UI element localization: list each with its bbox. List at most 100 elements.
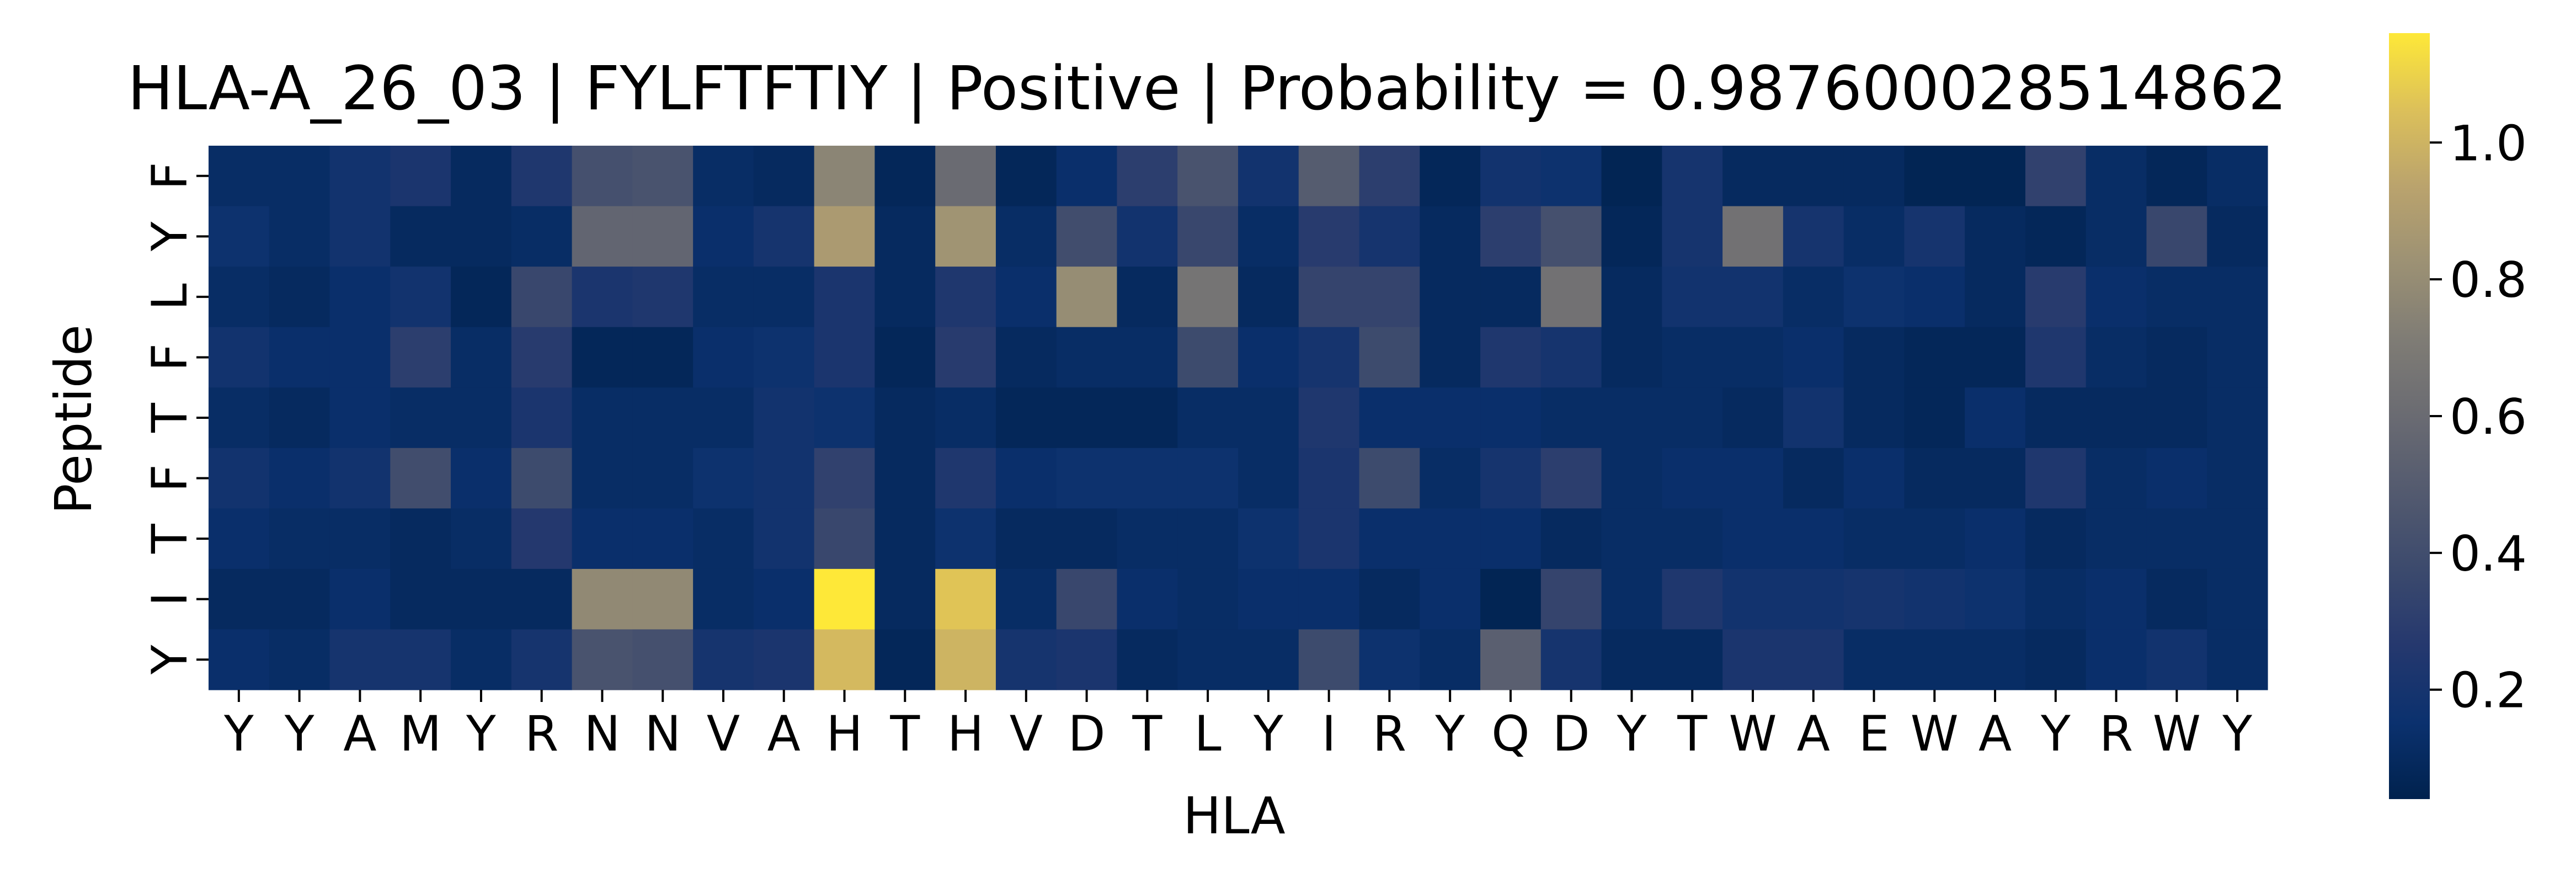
heatmap-cell <box>1904 387 1965 449</box>
heatmap-cell <box>1843 629 1905 690</box>
heatmap-cell <box>693 387 754 449</box>
x-tick-label: H <box>947 705 984 762</box>
x-tick-label: Y <box>2040 705 2071 762</box>
heatmap-cell <box>572 629 633 690</box>
x-tick-label: R <box>2099 705 2133 762</box>
heatmap-cell <box>1056 206 1118 267</box>
x-axis-label: HLA <box>1183 786 1286 845</box>
y-tick-label: Y <box>141 221 198 252</box>
heatmap-cell <box>329 568 391 630</box>
heatmap-cell <box>1601 629 1662 690</box>
heatmap-cell <box>814 146 876 207</box>
heatmap-cell <box>572 568 633 630</box>
heatmap-cell <box>2146 146 2207 207</box>
y-tick-label: L <box>141 283 198 310</box>
heatmap-cell <box>814 508 876 570</box>
heatmap-cell <box>995 327 1057 388</box>
heatmap-cell <box>1117 508 1178 570</box>
heatmap-cell <box>2146 267 2207 328</box>
heatmap-cell <box>1601 327 1662 388</box>
heatmap-cell <box>209 448 270 509</box>
heatmap-cell <box>2207 206 2268 267</box>
heatmap-cell <box>1722 146 1784 207</box>
heatmap-cell <box>1540 448 1602 509</box>
heatmap-cell <box>209 568 270 630</box>
heatmap-cell <box>753 206 815 267</box>
heatmap-cell <box>874 508 936 570</box>
heatmap-cell <box>2025 629 2087 690</box>
heatmap-cell <box>1177 568 1239 630</box>
heatmap-cell <box>1117 327 1178 388</box>
heatmap-cell <box>874 629 936 690</box>
heatmap-cell <box>1056 387 1118 449</box>
heatmap-cell <box>209 508 270 570</box>
heatmap-cell <box>1662 508 1723 570</box>
heatmap-cell <box>511 206 573 267</box>
heatmap-cell <box>1298 629 1360 690</box>
heatmap-cell <box>2086 327 2147 388</box>
x-tick-label: T <box>1132 705 1162 762</box>
heatmap-cell <box>390 508 451 570</box>
heatmap-cell <box>1056 508 1118 570</box>
heatmap-cell <box>632 568 694 630</box>
heatmap-cell <box>995 568 1057 630</box>
heatmap-cell <box>2025 448 2087 509</box>
heatmap-cell <box>390 146 451 207</box>
x-tick-label: Y <box>2222 705 2252 762</box>
heatmap-cell <box>693 267 754 328</box>
colorbar-ticks: 0.2 0.4 0.6 0.8 1.0 <box>2430 115 2527 719</box>
heatmap-cell <box>2207 387 2268 449</box>
heatmap-cell <box>1359 448 1420 509</box>
heatmap-cell <box>693 508 754 570</box>
x-tick-label: Y <box>466 705 496 762</box>
heatmap-cell <box>753 327 815 388</box>
heatmap-cell <box>2086 568 2147 630</box>
heatmap-cell <box>1722 568 1784 630</box>
heatmap-cell <box>1601 448 1662 509</box>
heatmap-cell <box>1904 206 1965 267</box>
heatmap-cell <box>269 448 330 509</box>
x-tick-label: V <box>707 705 740 762</box>
heatmap-cell <box>1601 267 1662 328</box>
x-tick-label: W <box>1729 705 1777 762</box>
heatmap-cell <box>2146 448 2207 509</box>
heatmap-cell <box>1540 267 1602 328</box>
heatmap-cell <box>390 387 451 449</box>
heatmap-cell <box>1601 568 1662 630</box>
heatmap-cell <box>1904 267 1965 328</box>
colorbar-tick-label: 0.4 <box>2450 525 2527 582</box>
heatmap-cell <box>995 146 1057 207</box>
heatmap-cell <box>1540 327 1602 388</box>
heatmap-cell <box>1843 387 1905 449</box>
heatmap-cell <box>2025 387 2087 449</box>
heatmap-cell <box>1177 267 1239 328</box>
x-tick-label: D <box>1553 705 1590 762</box>
x-tick-label: R <box>525 705 558 762</box>
heatmap-cell <box>1783 267 1844 328</box>
heatmap-cell <box>2207 146 2268 207</box>
y-axis-label: Peptide <box>44 324 103 514</box>
heatmap-cell <box>2207 629 2268 690</box>
heatmap-cell <box>1965 568 2026 630</box>
heatmap-cell <box>935 568 996 630</box>
heatmap-cell <box>390 448 451 509</box>
x-tick-label: A <box>343 705 376 762</box>
heatmap-cell <box>995 267 1057 328</box>
heatmap-cell <box>874 387 936 449</box>
heatmap-cell <box>1783 206 1844 267</box>
heatmap-cell <box>1843 448 1905 509</box>
heatmap-cell <box>1662 629 1723 690</box>
heatmap-cell <box>1540 387 1602 449</box>
heatmap-cell <box>1662 448 1723 509</box>
heatmap-cell <box>1722 508 1784 570</box>
heatmap-cell <box>2086 387 2147 449</box>
x-tick-label: T <box>1677 705 1708 762</box>
heatmap-cell <box>1662 568 1723 630</box>
heatmap-cell <box>451 387 512 449</box>
heatmap-cell <box>632 448 694 509</box>
heatmap-cell <box>2207 568 2268 630</box>
heatmap-cell <box>1904 629 1965 690</box>
heatmap-cell <box>390 327 451 388</box>
heatmap-cell <box>1056 568 1118 630</box>
heatmap-cell <box>1177 508 1239 570</box>
